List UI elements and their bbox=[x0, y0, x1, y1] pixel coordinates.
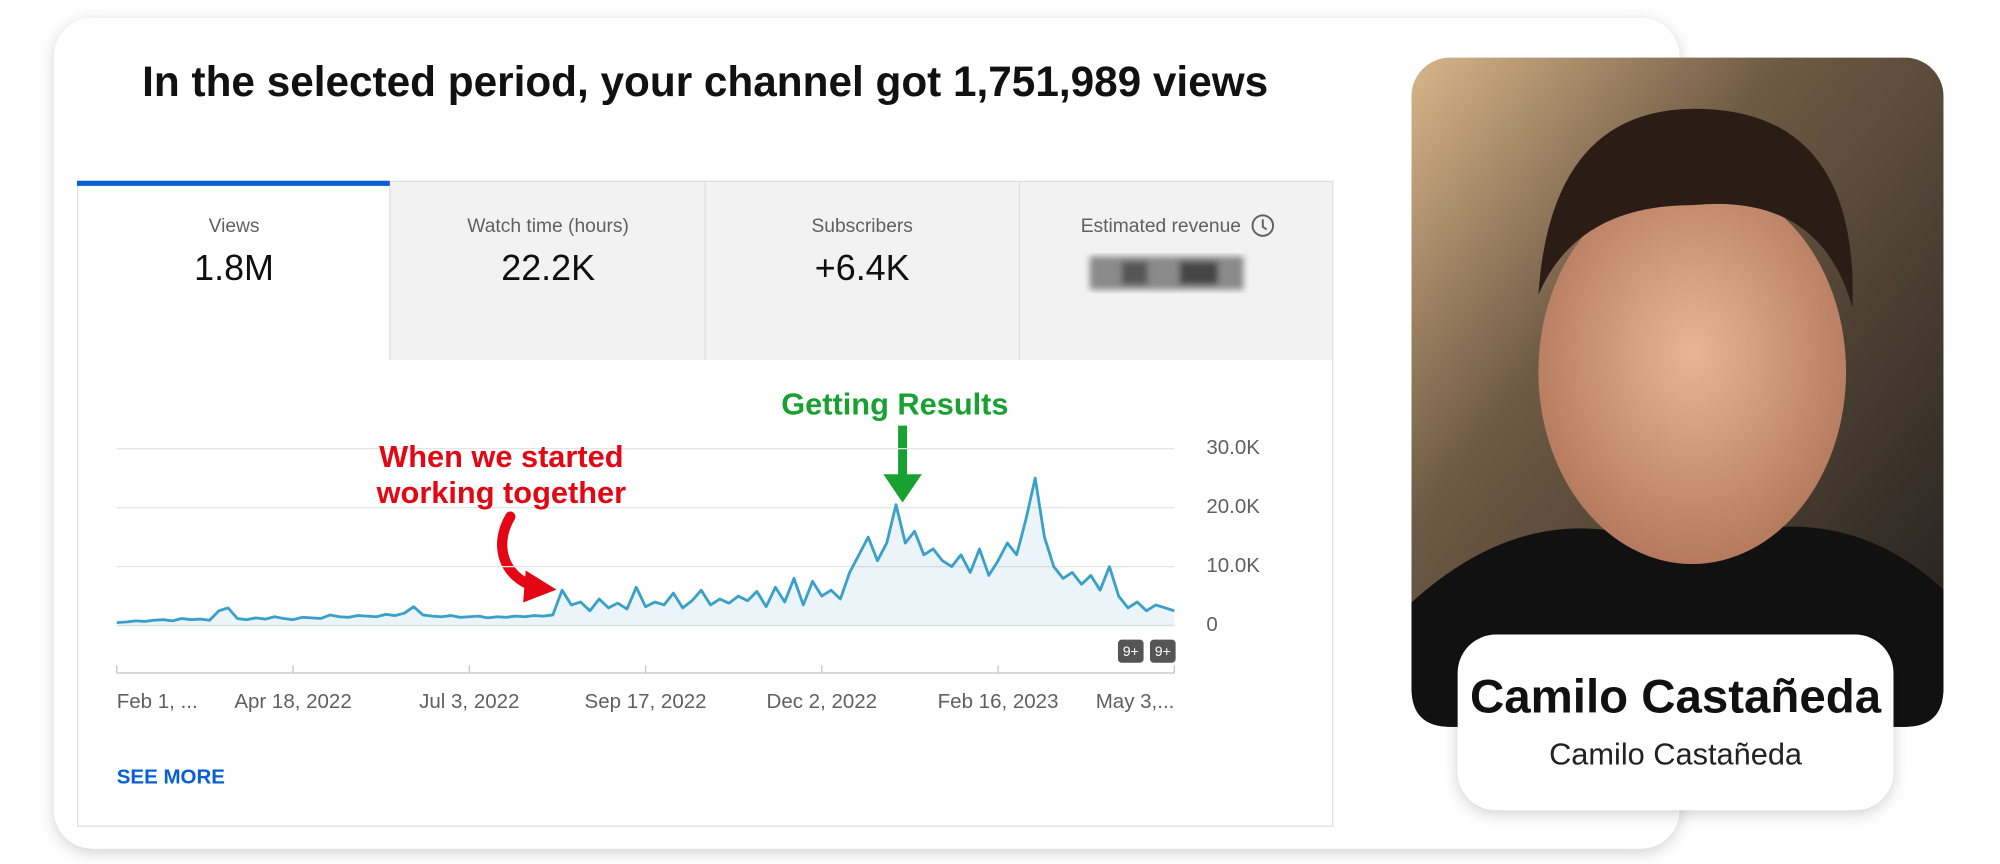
badge-label: 9+ bbox=[1155, 643, 1171, 659]
headline: In the selected period, your channel got… bbox=[142, 58, 1268, 105]
profile-subtitle: Camilo Castañeda bbox=[1549, 736, 1803, 771]
annotation: working together bbox=[376, 475, 626, 510]
x-tick-label: Sep 17, 2022 bbox=[585, 690, 707, 713]
annotation-arrow-head bbox=[523, 570, 557, 603]
clock-hand bbox=[1261, 219, 1268, 231]
profile-name: Camilo Castañeda bbox=[1470, 670, 1882, 723]
clock-icon bbox=[1251, 214, 1275, 237]
selected-tab-indicator bbox=[77, 180, 390, 186]
see-more-link[interactable]: SEE MORE bbox=[117, 766, 225, 789]
profile-photo bbox=[1411, 57, 1944, 727]
x-tick-label: Dec 2, 2022 bbox=[767, 690, 878, 713]
x-tick-label: Feb 1, ... bbox=[117, 690, 198, 713]
line bbox=[116, 476, 1175, 625]
tab-value: 22.2K bbox=[501, 248, 595, 288]
badge bbox=[1117, 639, 1144, 663]
revenue-blur bbox=[1089, 256, 1244, 290]
badge-label: 9+ bbox=[1123, 643, 1139, 659]
tab-label: Estimated revenue bbox=[1081, 216, 1241, 237]
tab-label: Views bbox=[209, 216, 260, 237]
x-tick-label: May 3,... bbox=[1096, 690, 1175, 713]
y-tick-label: 0 bbox=[1206, 613, 1217, 636]
annotation: When we started bbox=[379, 439, 623, 474]
x-tick-label: Feb 16, 2023 bbox=[938, 690, 1059, 713]
y-tick-label: 20.0K bbox=[1206, 495, 1260, 518]
badge bbox=[1149, 639, 1176, 663]
annotation-arrow-head bbox=[883, 474, 922, 503]
x-tick-label: Jul 3, 2022 bbox=[419, 690, 519, 713]
x-tick-label: Apr 18, 2022 bbox=[234, 690, 351, 713]
y-tick-label: 10.0K bbox=[1206, 554, 1260, 577]
tab-value: 1.8M bbox=[194, 248, 274, 288]
tab-label: Subscribers bbox=[811, 216, 912, 237]
area bbox=[116, 478, 1175, 626]
y-tick-label: 30.0K bbox=[1206, 436, 1260, 459]
tab-value: +6.4K bbox=[815, 248, 910, 288]
annotation: Getting Results bbox=[781, 386, 1008, 421]
tab-label: Watch time (hours) bbox=[467, 216, 629, 237]
name-card bbox=[1457, 634, 1894, 811]
